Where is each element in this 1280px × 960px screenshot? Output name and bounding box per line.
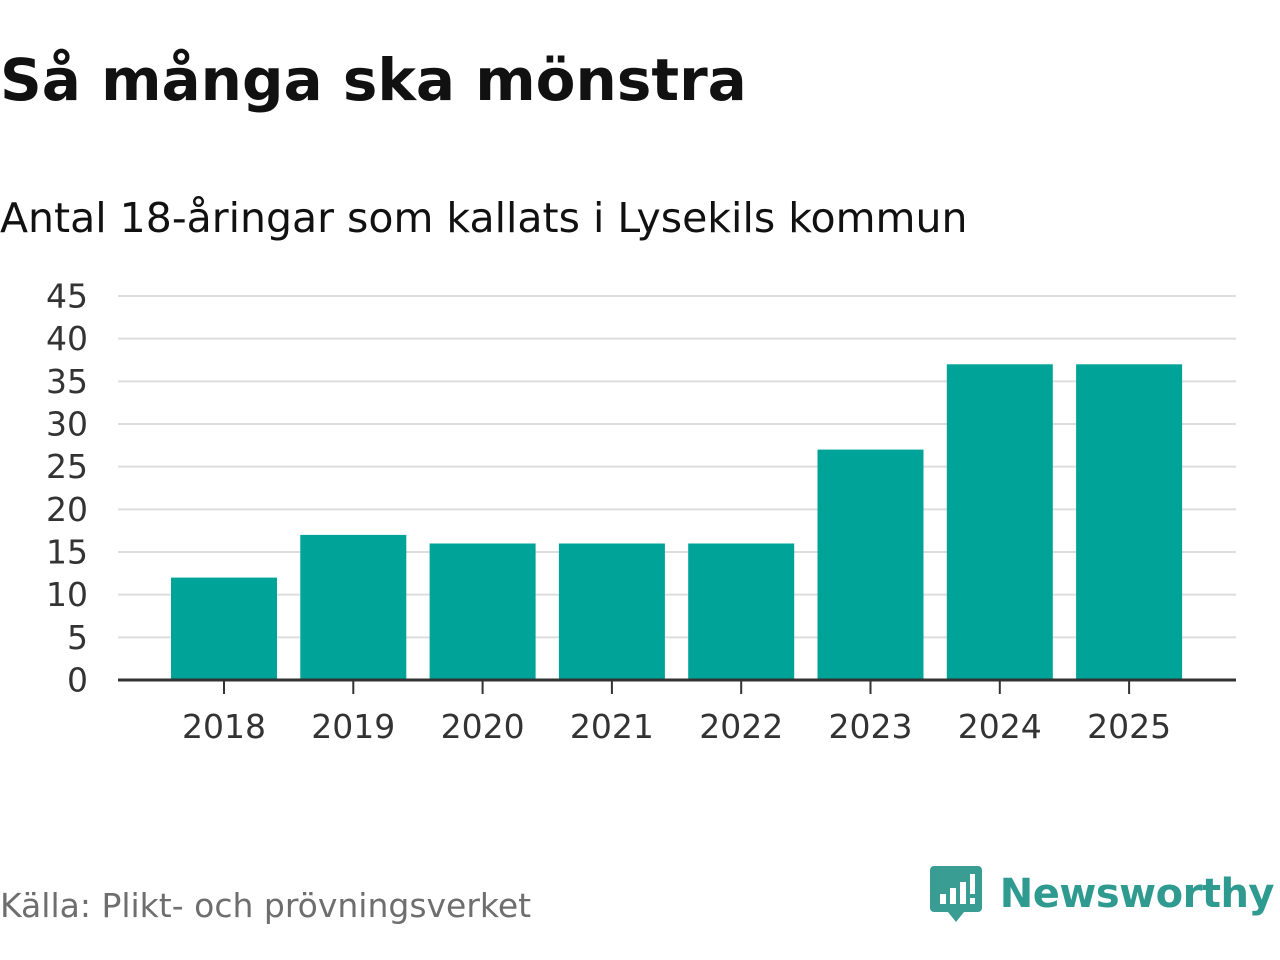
- bar-2024[interactable]: [946, 364, 1053, 680]
- y-tick-label-10: 10: [46, 575, 88, 614]
- chart-title: Så många ska mönstra: [0, 46, 747, 114]
- y-tick-label-20: 20: [46, 490, 88, 529]
- y-tick-label-30: 30: [46, 405, 88, 444]
- logo-bar-4: [969, 874, 975, 894]
- y-tick-label-40: 40: [46, 319, 88, 358]
- bar-2025[interactable]: [1076, 364, 1183, 680]
- y-tick-label-5: 5: [67, 618, 88, 657]
- y-tick-label-35: 35: [46, 362, 88, 401]
- x-tick-label-2019: 2019: [311, 707, 395, 746]
- x-tick-label-2018: 2018: [182, 707, 266, 746]
- x-tick-label-2023: 2023: [829, 707, 913, 746]
- x-tick-label-2025: 2025: [1087, 707, 1171, 746]
- source-text: Källa: Plikt- och prövningsverket: [0, 886, 532, 925]
- logo-bar-3: [959, 882, 966, 904]
- chart-subtitle: Antal 18-åringar som kallats i Lysekils …: [0, 194, 968, 242]
- bar-2020[interactable]: [429, 543, 536, 681]
- gridlines: [118, 295, 1236, 639]
- bars: [171, 364, 1183, 681]
- newsworthy-logo-icon: [929, 866, 982, 922]
- x-tick-label-2021: 2021: [570, 707, 654, 746]
- y-tick-label-15: 15: [46, 533, 88, 572]
- y-tick-label-25: 25: [46, 447, 88, 486]
- x-tick-label-2024: 2024: [958, 707, 1042, 746]
- y-tick-label-45: 45: [46, 277, 88, 316]
- logo-dot: [969, 898, 975, 904]
- y-tick-label-0: 0: [67, 661, 88, 700]
- bar-2022[interactable]: [688, 543, 795, 681]
- brand-logo[interactable]: Newsworthy: [929, 862, 1275, 926]
- brand-name: Newsworthy: [999, 871, 1275, 917]
- x-tick-label-2020: 2020: [441, 707, 525, 746]
- logo-bar-1: [939, 894, 946, 904]
- bar-2019[interactable]: [300, 534, 407, 680]
- x-tick-label-2022: 2022: [699, 707, 783, 746]
- bar-2018[interactable]: [171, 577, 277, 680]
- x-axis-tick-labels: 2018 2019 2020 2021 2022 2023 2024 2025: [182, 707, 1171, 746]
- bar-2021[interactable]: [558, 543, 665, 681]
- bar-2023[interactable]: [817, 449, 924, 680]
- x-axis: [118, 678, 1236, 694]
- logo-bar-2: [949, 888, 956, 904]
